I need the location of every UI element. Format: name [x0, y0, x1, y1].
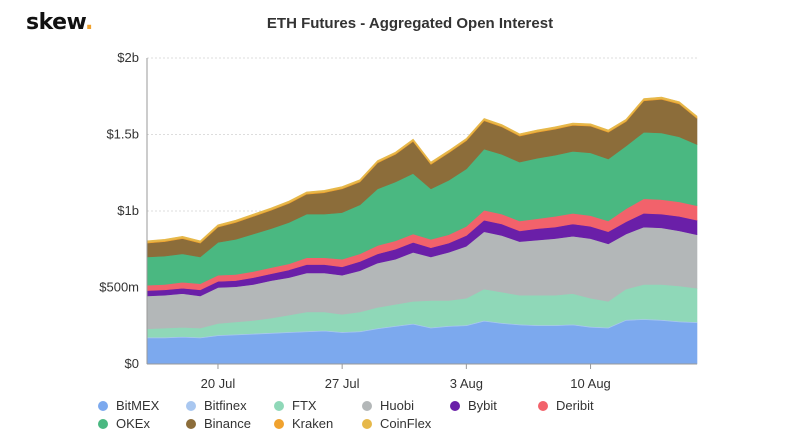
legend-swatch — [538, 400, 548, 411]
legend-label: BitMEX — [116, 398, 160, 413]
legend-item-okex[interactable]: OKEx — [98, 416, 186, 431]
legend-label: Huobi — [380, 398, 414, 413]
legend-label: FTX — [292, 398, 317, 413]
chart-svg: ETH Futures - Aggregated Open Interest $… — [99, 15, 698, 391]
legend-item-bitfinex[interactable]: Bitfinex — [186, 398, 274, 413]
legend-item-coinflex[interactable]: CoinFlex — [362, 416, 450, 431]
legend-swatch — [274, 400, 284, 411]
legend-item-huobi[interactable]: Huobi — [362, 398, 450, 413]
chart-title: ETH Futures - Aggregated Open Interest — [267, 15, 553, 32]
area-layer — [146, 96, 698, 365]
legend-label: Kraken — [292, 416, 334, 431]
legend-swatch — [274, 418, 284, 429]
legend-swatch — [450, 400, 460, 411]
legend-label: Bybit — [468, 398, 497, 413]
legend-item-binance[interactable]: Binance — [186, 416, 274, 431]
legend-item-kraken[interactable]: Kraken — [274, 416, 362, 431]
brand-dot: . — [84, 10, 93, 35]
legend-label: OKEx — [116, 416, 150, 431]
skew-logo: skew. — [26, 10, 93, 35]
x-tick-label: 10 Aug — [570, 376, 611, 391]
legend: BitMEX Bitfinex FTX Huobi Bybit Deribit OKEx Bi… — [98, 398, 738, 431]
legend-swatch — [98, 418, 108, 429]
brand-name: skew — [26, 10, 85, 35]
y-tick-label: $2b — [117, 50, 139, 65]
y-tick-label: $1.5b — [106, 127, 139, 142]
legend-swatch — [362, 418, 372, 429]
y-tick-label: $500m — [99, 280, 139, 295]
legend-label: Binance — [204, 416, 251, 431]
legend-item-deribit[interactable]: Deribit — [538, 398, 638, 413]
legend-swatch — [186, 400, 196, 411]
x-tick-label: 3 Aug — [450, 376, 483, 391]
legend-label: Bitfinex — [204, 398, 247, 413]
y-tick-label: $0 — [125, 356, 139, 371]
legend-label: CoinFlex — [380, 416, 432, 431]
legend-item-bybit[interactable]: Bybit — [450, 398, 538, 413]
axis-layer: $0 $500m $1b $1.5b $2b 20 Jul 27 Jul 3 Aug 10 Au… — [99, 50, 697, 391]
x-tick-label: 20 Jul — [201, 376, 236, 391]
y-tick-label: $1b — [117, 203, 139, 218]
legend-item-ftx[interactable]: FTX — [274, 398, 362, 413]
legend-swatch — [98, 400, 108, 411]
legend-label: Deribit — [556, 398, 594, 413]
x-tick-label: 27 Jul — [325, 376, 360, 391]
legend-swatch — [186, 418, 196, 429]
legend-swatch — [362, 400, 372, 411]
area-coinflex — [146, 96, 698, 243]
legend-item-bitmex[interactable]: BitMEX — [98, 398, 186, 413]
